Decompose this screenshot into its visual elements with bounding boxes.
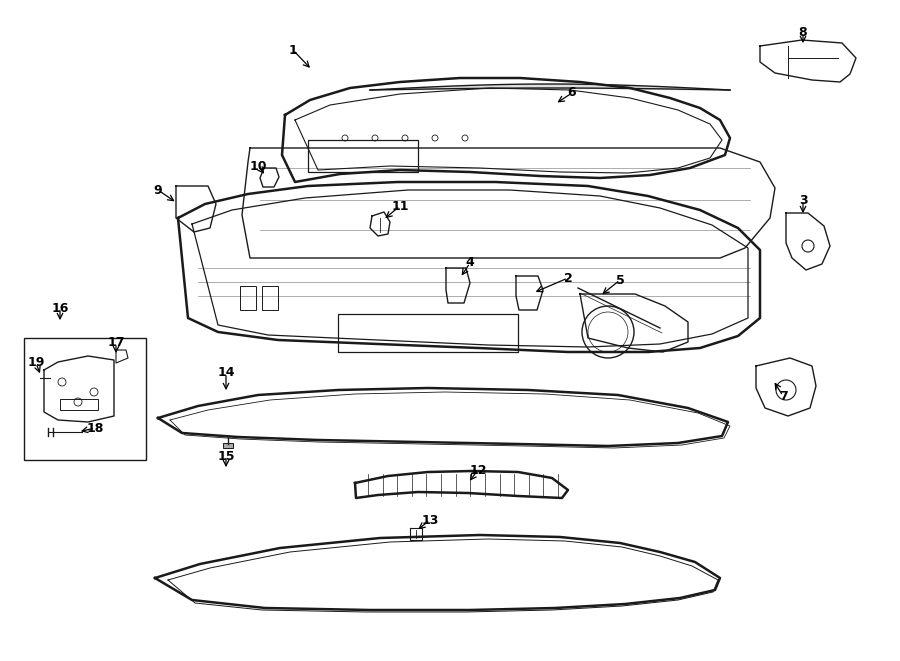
Text: 18: 18	[86, 422, 104, 434]
Bar	[223, 443, 233, 448]
Text: 13: 13	[421, 514, 438, 527]
Text: 1: 1	[289, 44, 297, 56]
Text: 10: 10	[249, 159, 266, 173]
Text: 16: 16	[51, 301, 68, 315]
Text: 14: 14	[217, 366, 235, 379]
Bar	[308, 140, 418, 172]
Bar	[262, 286, 278, 310]
Text: 12: 12	[469, 463, 487, 477]
Text: 17: 17	[107, 336, 125, 350]
Bar	[240, 286, 256, 310]
Text: 15: 15	[217, 449, 235, 463]
Bar	[338, 314, 518, 352]
Text: 4: 4	[465, 256, 474, 270]
Text: 3: 3	[798, 194, 807, 206]
Text: 11: 11	[392, 200, 409, 212]
Text: 6: 6	[568, 87, 576, 100]
Text: 5: 5	[616, 274, 625, 286]
Bar	[60, 399, 98, 410]
Text: 8: 8	[798, 26, 807, 40]
Text: 2: 2	[563, 272, 572, 284]
Text: 19: 19	[27, 356, 45, 369]
Text: 9: 9	[154, 184, 162, 196]
Text: 7: 7	[778, 389, 788, 403]
Bar	[24, 338, 146, 460]
